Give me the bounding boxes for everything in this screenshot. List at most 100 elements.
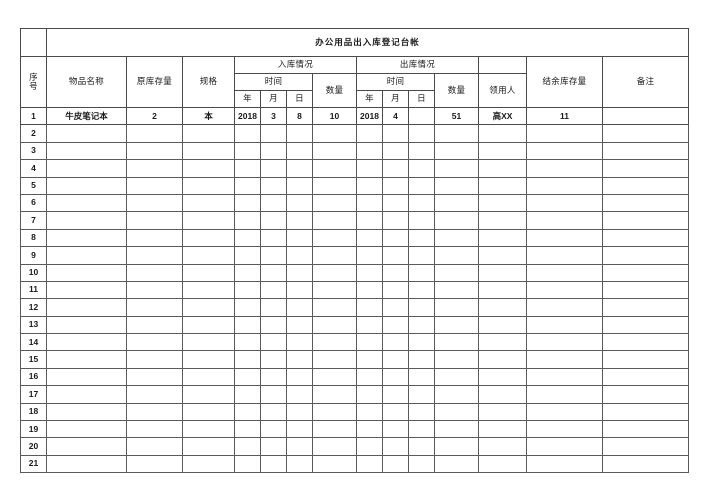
cell-balance[interactable] (526, 211, 603, 230)
cell-outbound-qty[interactable] (434, 420, 479, 439)
cell-spec[interactable] (182, 420, 235, 439)
cell-remark[interactable] (601, 350, 690, 369)
cell-spec[interactable] (182, 454, 235, 474)
cell-balance[interactable] (526, 193, 603, 213)
cell-spec[interactable] (182, 350, 235, 369)
cell-inbound-year[interactable] (234, 193, 261, 213)
cell-outbound-day[interactable] (408, 402, 435, 422)
cell-inbound-day[interactable] (286, 193, 313, 213)
cell-remark[interactable] (601, 141, 690, 161)
cell-balance[interactable] (526, 420, 603, 439)
cell-inbound-day[interactable] (286, 437, 313, 456)
cell-inbound-year[interactable] (234, 211, 261, 230)
cell-remark[interactable] (601, 437, 690, 456)
cell-inbound-month[interactable] (260, 176, 287, 195)
cell-inbound-month[interactable] (260, 193, 287, 213)
cell-outbound-year[interactable] (356, 315, 383, 335)
cell-spec[interactable] (182, 228, 235, 248)
cell-spec[interactable] (182, 159, 235, 178)
cell-outbound-year[interactable] (356, 333, 383, 352)
cell-outbound-day[interactable] (408, 228, 435, 248)
cell-inbound-qty[interactable] (312, 367, 357, 387)
cell-inbound-day[interactable] (286, 211, 313, 230)
cell-original-stock[interactable] (126, 280, 183, 300)
cell-outbound-day[interactable] (408, 141, 435, 161)
cell-spec[interactable] (182, 385, 235, 404)
cell-receiver[interactable] (478, 141, 527, 161)
cell-receiver[interactable] (478, 315, 527, 335)
cell-spec[interactable] (182, 193, 235, 213)
cell-outbound-year[interactable] (356, 246, 383, 265)
cell-outbound-qty[interactable] (434, 211, 479, 230)
cell-original-stock[interactable] (126, 385, 183, 404)
cell-outbound-qty[interactable] (434, 176, 479, 195)
cell-remark[interactable] (601, 246, 690, 265)
cell-original-stock[interactable] (126, 228, 183, 248)
cell-outbound-day[interactable] (408, 193, 435, 213)
cell-inbound-month[interactable] (260, 159, 287, 178)
cell-inbound-day[interactable] (286, 402, 313, 422)
cell-inbound-month[interactable] (260, 385, 287, 404)
cell-item-name[interactable] (46, 193, 127, 213)
cell-balance[interactable] (526, 263, 603, 282)
cell-outbound-qty[interactable] (434, 228, 479, 248)
cell-item-name[interactable] (46, 402, 127, 422)
cell-receiver[interactable] (478, 367, 527, 387)
cell-inbound-year[interactable] (234, 367, 261, 387)
cell-outbound-day[interactable] (408, 350, 435, 369)
cell-remark[interactable] (601, 263, 690, 282)
cell-spec[interactable] (182, 333, 235, 352)
cell-outbound-year[interactable] (356, 437, 383, 456)
cell-inbound-day[interactable] (286, 159, 313, 178)
cell-item-name[interactable] (46, 315, 127, 335)
cell-receiver[interactable] (478, 211, 527, 230)
cell-balance[interactable] (526, 159, 603, 178)
cell-outbound-day[interactable] (408, 106, 435, 126)
cell-original-stock[interactable] (126, 315, 183, 335)
cell-item-name[interactable] (46, 228, 127, 248)
cell-outbound-day[interactable] (408, 420, 435, 439)
cell-inbound-day[interactable] (286, 298, 313, 317)
cell-outbound-year[interactable] (356, 385, 383, 404)
cell-outbound-qty[interactable] (434, 263, 479, 282)
cell-receiver[interactable] (478, 437, 527, 456)
cell-inbound-qty[interactable] (312, 124, 357, 143)
cell-outbound-month[interactable] (382, 315, 409, 335)
cell-outbound-month[interactable] (382, 454, 409, 474)
cell-outbound-qty[interactable] (434, 454, 479, 474)
cell-outbound-day[interactable] (408, 333, 435, 352)
cell-outbound-day[interactable] (408, 176, 435, 195)
cell-outbound-month[interactable] (382, 263, 409, 282)
cell-outbound-year[interactable] (356, 176, 383, 195)
cell-item-name[interactable] (46, 367, 127, 387)
cell-spec[interactable] (182, 124, 235, 143)
cell-inbound-year[interactable] (234, 350, 261, 369)
cell-original-stock[interactable] (126, 437, 183, 456)
cell-inbound-year[interactable] (234, 246, 261, 265)
cell-receiver[interactable] (478, 263, 527, 282)
cell-original-stock[interactable] (126, 402, 183, 422)
cell-spec[interactable] (182, 315, 235, 335)
cell-outbound-qty[interactable] (434, 437, 479, 456)
cell-outbound-month[interactable] (382, 124, 409, 143)
cell-item-name[interactable] (46, 263, 127, 282)
cell-inbound-day[interactable] (286, 333, 313, 352)
cell-outbound-year[interactable]: 2018 (356, 106, 383, 126)
cell-outbound-month[interactable] (382, 280, 409, 300)
cell-inbound-qty[interactable] (312, 454, 357, 474)
cell-receiver[interactable] (478, 176, 527, 195)
cell-remark[interactable] (601, 298, 690, 317)
cell-balance[interactable] (526, 141, 603, 161)
cell-inbound-qty[interactable] (312, 350, 357, 369)
cell-outbound-day[interactable] (408, 385, 435, 404)
cell-receiver[interactable] (478, 420, 527, 439)
cell-inbound-month[interactable] (260, 211, 287, 230)
cell-outbound-qty[interactable] (434, 333, 479, 352)
cell-balance[interactable] (526, 124, 603, 143)
cell-inbound-month[interactable] (260, 246, 287, 265)
cell-remark[interactable] (601, 211, 690, 230)
cell-outbound-year[interactable] (356, 228, 383, 248)
cell-item-name[interactable] (46, 280, 127, 300)
cell-balance[interactable] (526, 280, 603, 300)
cell-inbound-month[interactable]: 3 (260, 106, 287, 126)
